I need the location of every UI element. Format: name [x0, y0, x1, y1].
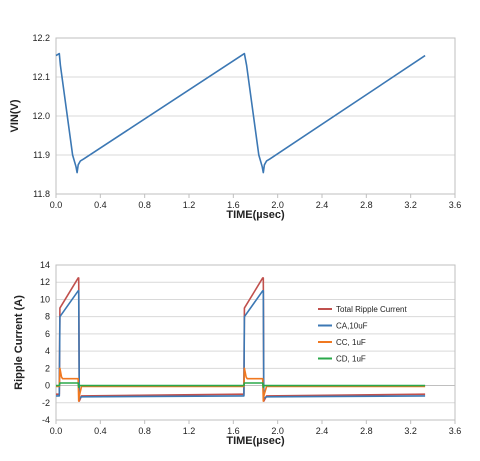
legend-label: Total Ripple Current	[336, 305, 407, 314]
y-tick-label: 12	[40, 277, 50, 287]
y-tick-label: 11.8	[33, 189, 50, 199]
x-tick-label: 1.6	[227, 200, 240, 210]
x-tick-label: 1.2	[183, 426, 196, 436]
x-tick-label: 0.8	[138, 200, 151, 210]
x-tick-label: 0.4	[94, 426, 107, 436]
legend-label: CC, 1uF	[336, 338, 366, 347]
chart-2: -4 -2 0 2 4 6 8 10 12 14 0.0 0.4 0.8 1.2 1.6 2.0 2.4 2.8 3…	[13, 260, 461, 447]
x-tick-label: 3.6	[449, 426, 462, 436]
x-tick-label: 3.2	[404, 426, 417, 436]
y-axis-title: Ripple Current (A)	[13, 295, 25, 390]
x-tick-label: 2.0	[271, 200, 284, 210]
y-tick-label: 10	[40, 294, 50, 304]
x-tick-label: 3.6	[449, 200, 462, 210]
series-line-1	[55, 52, 426, 174]
y-tick-label: 12.0	[32, 111, 50, 121]
plot-frame	[55, 264, 456, 421]
y-tick-label: 8	[45, 312, 50, 322]
legend: Total Ripple Current CA,10uF CC, 1uF CD, 1u…	[318, 305, 407, 364]
y-tick-label: 11.9	[33, 150, 50, 160]
legend-label: CA,10uF	[336, 322, 368, 331]
x-tick-label: 0.0	[50, 200, 63, 210]
series-line-4	[56, 382, 426, 389]
chart-1: 11.8 11.9 12.0 12.1 12.2 0.0 0.4 0.8 1.2 1.6 2.0 2.…	[9, 33, 461, 221]
series-line-1	[56, 277, 426, 402]
x-tick-label: 1.2	[183, 200, 196, 210]
x-axis-title: TIME(µsec)	[226, 435, 285, 447]
legend-label: CD, 1uF	[336, 355, 366, 364]
y-tick-label: 6	[45, 329, 50, 339]
y-axis-title: VIN(V)	[9, 99, 21, 132]
y-tick-label: 12.2	[32, 33, 50, 43]
x-tick-label: 3.2	[404, 200, 417, 210]
x-axis-title: TIME(µsec)	[226, 209, 285, 221]
y-tick-label: 2	[45, 363, 50, 373]
x-tick-label: 1.6	[227, 426, 240, 436]
x-tick-label: 2.4	[316, 200, 329, 210]
y-tick-label: 12.1	[32, 72, 50, 82]
y-tick-label: 14	[40, 260, 50, 270]
x-tick-label: 0.8	[138, 426, 151, 436]
x-tick-label: 0.4	[94, 200, 107, 210]
x-tick-label: 2.0	[271, 426, 284, 436]
y-tick-label: 0	[45, 381, 50, 391]
series-line-2	[56, 289, 426, 400]
x-tick-label: 2.8	[360, 200, 373, 210]
plot-frame	[55, 37, 456, 195]
x-tick-label: 2.8	[360, 426, 373, 436]
y-tick-label: -4	[42, 415, 50, 425]
y-tick-label: 4	[45, 346, 50, 356]
x-tick-label: 2.4	[316, 426, 329, 436]
y-tick-label: -2	[42, 398, 50, 408]
x-tick-label: 0.0	[50, 426, 63, 436]
